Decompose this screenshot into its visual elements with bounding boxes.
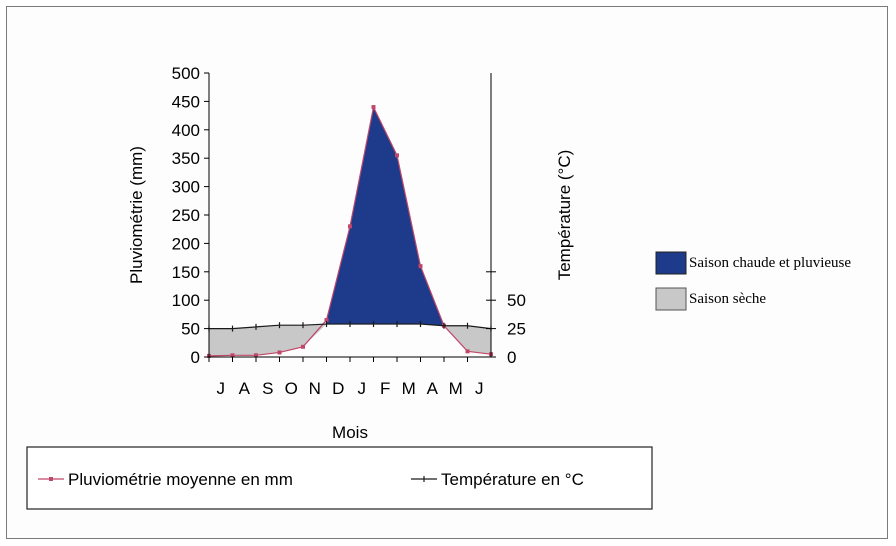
legend-marker-rainfall [38, 477, 64, 481]
y-left-tick-label: 300 [172, 178, 200, 197]
y-axis-right-title: Température (°C) [555, 150, 574, 281]
rainfall-point [324, 318, 329, 323]
legend-swatch-dry-season [655, 287, 687, 311]
legend-label-rainy-season: Saison chaude et pluvieuse [689, 255, 851, 271]
x-tick-label: F [380, 379, 390, 398]
rainfall-point [301, 344, 305, 349]
dry-season-area-right [444, 325, 491, 355]
y-left-tick-label: 450 [172, 92, 200, 111]
y-right-tick-label: 50 [507, 291, 526, 310]
legend-marker-temperature [411, 476, 437, 482]
y-right-tick-label: 0 [507, 348, 516, 367]
y-left-tick-label: 200 [172, 234, 200, 253]
rainy-season-area [326, 107, 444, 326]
y-left-tick-label: 50 [181, 320, 200, 339]
x-tick-label: S [262, 379, 273, 398]
x-tick-label: D [332, 379, 344, 398]
rainfall-point [230, 353, 235, 358]
x-tick-label: A [427, 379, 439, 398]
legend-label-rainfall: Pluviométrie moyenne en mm [68, 470, 293, 489]
legend-label-temperature: Température en °C [441, 470, 584, 489]
x-tick-label: M [449, 379, 463, 398]
y-axis-left-title: Pluviométrie (mm) [127, 146, 146, 284]
y-left-tick-label: 100 [172, 291, 200, 310]
y-left-tick-label: 350 [172, 149, 200, 168]
x-tick-label: N [309, 379, 321, 398]
rainfall-point [418, 264, 423, 269]
y-left-tick-label: 500 [172, 64, 200, 83]
x-tick-label: A [239, 379, 251, 398]
rainfall-point [395, 153, 399, 158]
x-tick-label: M [402, 379, 416, 398]
x-tick-label: J [217, 379, 226, 398]
rainfall-point [254, 353, 258, 358]
y-left-tick-label: 0 [191, 348, 200, 367]
rainfall-point [465, 349, 470, 354]
x-tick-label: J [358, 379, 367, 398]
y-left-tick-label: 250 [172, 206, 200, 225]
x-tick-label: J [475, 379, 484, 398]
y-right-tick-label: 25 [507, 320, 526, 339]
rainfall-point [348, 224, 352, 229]
series-legend-box [26, 446, 653, 510]
y-left-tick-label: 400 [172, 121, 200, 140]
rainfall-point [371, 105, 376, 110]
legend-swatch-rainy-season [655, 251, 687, 275]
x-axis-title: Mois [332, 423, 368, 442]
y-left-tick-label: 150 [172, 263, 200, 282]
legend-label-dry-season: Saison sèche [689, 291, 766, 307]
x-tick-label: O [285, 379, 298, 398]
season-areas [209, 107, 491, 356]
rainfall-point [277, 350, 282, 355]
